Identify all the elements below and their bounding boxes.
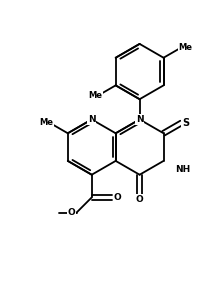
- Text: Me: Me: [40, 118, 54, 127]
- Text: N: N: [136, 115, 143, 124]
- Text: O: O: [136, 195, 143, 204]
- Text: O: O: [113, 193, 121, 202]
- Text: Me: Me: [179, 43, 193, 52]
- Text: NH: NH: [175, 165, 191, 174]
- Text: N: N: [88, 115, 95, 124]
- Text: Me: Me: [88, 91, 102, 100]
- Text: O: O: [68, 208, 76, 217]
- Text: S: S: [182, 118, 189, 128]
